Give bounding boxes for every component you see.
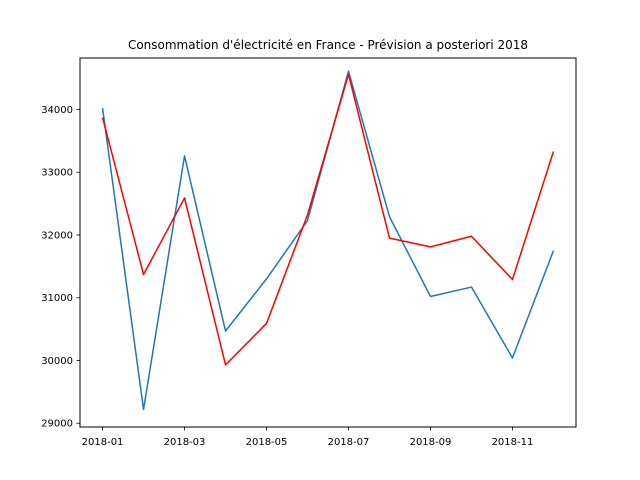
y-tick-label: 32000 (41, 230, 73, 241)
x-tick-label: 2018-01 (82, 437, 124, 448)
x-tick-label: 2018-07 (328, 437, 370, 448)
y-tick-label: 30000 (41, 356, 73, 367)
series-2-line (101, 73, 555, 366)
chart-title: Consommation d'électricité en France - P… (128, 38, 528, 52)
series-layer (101, 70, 555, 411)
y-tick-label: 33000 (41, 168, 73, 179)
x-tick-label: 2018-05 (246, 437, 288, 448)
x-tick-label: 2018-03 (164, 437, 206, 448)
x-tick-label: 2018-09 (410, 437, 452, 448)
x-tick-label: 2018-11 (492, 437, 534, 448)
plot-frame (79, 57, 577, 428)
series-1-line (101, 70, 555, 411)
y-tick-label: 31000 (41, 293, 73, 304)
y-tick-label: 34000 (41, 105, 73, 116)
y-tick-label: 29000 (41, 419, 73, 430)
axis-layer: 2018-01 2018-03 2018-05 2018-07 2018-09 2018-… (41, 105, 533, 448)
